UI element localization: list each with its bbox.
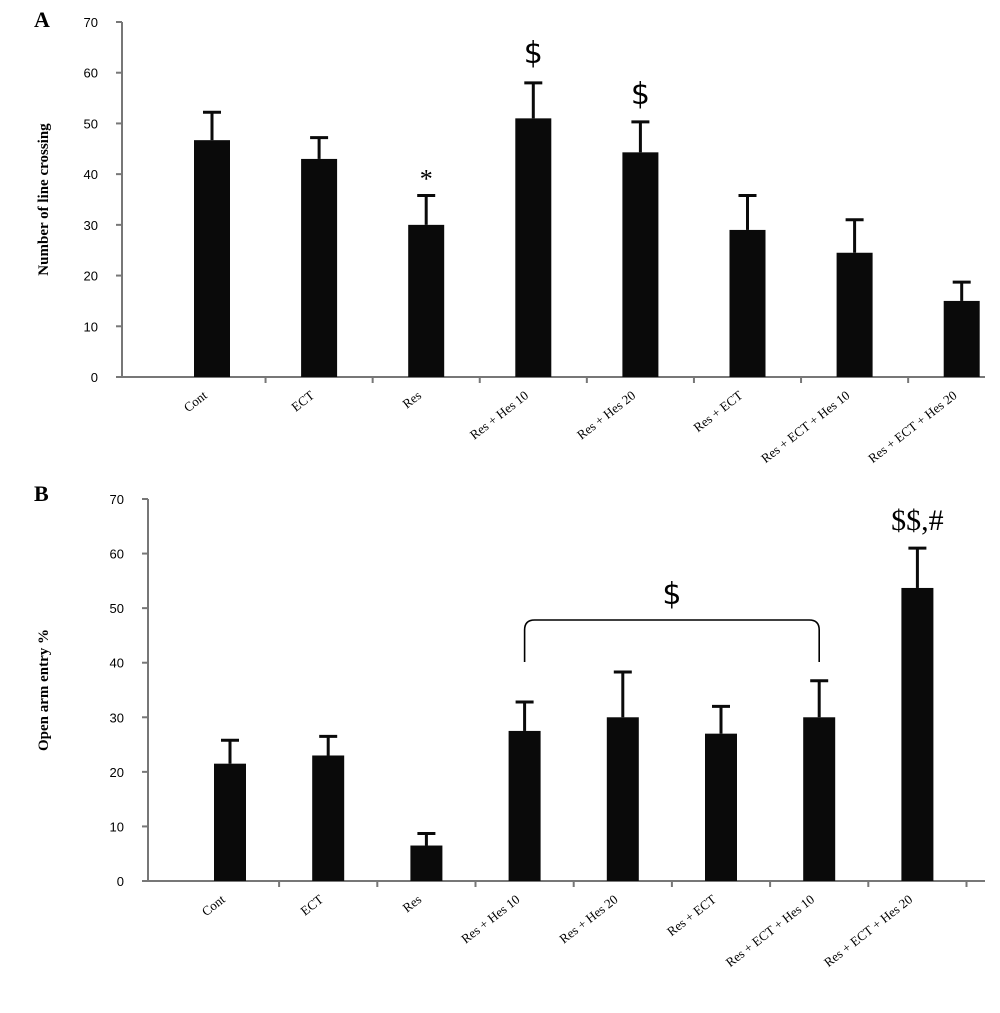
panel-a-y-tick-label: 50 (84, 116, 98, 131)
panel-a-x-tick-label-res-hes-20: Res + Hes 20 (574, 388, 638, 443)
panel-a-significance-res-hes-10: $ (524, 36, 543, 71)
panel-a-x-tick-label-res: Res (399, 388, 424, 412)
panel-b-y-tick-label: 60 (110, 547, 124, 562)
panel-a-bar-res-ect-hes-10 (836, 252, 873, 377)
panel-a-chart: 0 10 20 30 40 50 60 70 Number of line crossing Co… (36, 15, 985, 466)
panel-b-y-axis-label: Open arm entry % (36, 629, 52, 751)
panel-b-bar-res (410, 845, 443, 881)
panel-b-x-tick-label-res-ect: Res + ECT (664, 892, 719, 939)
panel-b-significance-bracket (523, 619, 820, 662)
panel-a-bar-res (408, 224, 445, 377)
panel-a-bar-ect (301, 158, 338, 377)
panel-b-bar-res-ect-hes-20 (901, 587, 934, 881)
panel-b-y-tick-label: 20 (110, 765, 124, 780)
panel-b-x-tick-label-ect: ECT (297, 892, 326, 919)
panel-a-y-tick-label: 0 (91, 370, 98, 385)
panel-a-y-tick-label: 70 (84, 15, 98, 30)
panel-a-significance-res-hes-20: $ (631, 77, 650, 112)
panel-b-x-tick-label-res: Res (400, 892, 425, 916)
panel-b-x-tick-label-res-ect-hes-10: Res + ECT + Hes 10 (723, 892, 817, 970)
panel-b-chart: 0 10 20 30 40 50 60 70 Open arm entry % Cont ECT Re… (36, 492, 985, 970)
panel-b-bar-ect (312, 755, 345, 881)
panel-b-y-tick-label: 50 (110, 601, 124, 616)
panel-a-bar-res-hes-20 (622, 152, 659, 377)
panel-a-x-tick-label-cont: Cont (181, 387, 210, 415)
panel-b-bar-res-hes-10 (508, 730, 541, 881)
panel-a-x-tick-label-res-ect: Res + ECT (690, 388, 745, 435)
panel-a-y-tick-label: 10 (84, 319, 98, 334)
panel-b-y-tick-label: 40 (110, 656, 124, 671)
panel-a-x-tick-label-res-ect-hes-10: Res + ECT + Hes 10 (758, 388, 852, 466)
panel-a-y-tick-label: 40 (84, 167, 98, 182)
panel-b-y-tick-label: 30 (110, 710, 124, 725)
panel-b-x-tick-label-res-ect-hes-20: Res + ECT + Hes 20 (821, 892, 915, 970)
panel-a-significance-res: * (420, 164, 433, 193)
panel-b-bar-res-ect (705, 733, 737, 881)
panel-b-bar-res-ect-hes-10 (803, 717, 836, 881)
panel-b-y-tick-label: 10 (110, 819, 124, 834)
panel-b-y-tick-label: 70 (110, 492, 124, 507)
panel-a-bar-res-hes-10 (515, 118, 552, 377)
panel-label-b: B (34, 481, 49, 506)
panel-a-y-tick-label: 20 (84, 269, 98, 284)
panel-label-a: A (34, 7, 50, 32)
panel-a-x-tick-label-res-ect-hes-20: Res + ECT + Hes 20 (865, 388, 959, 466)
panel-a-y-tick-label: 60 (84, 66, 98, 81)
panel-b-x-tick-label-cont: Cont (199, 891, 228, 919)
panel-b-significance-res-ect-hes-20: $$,# (891, 504, 944, 537)
panel-b-y-tick-label: 0 (117, 874, 124, 889)
panel-a-bar-cont (194, 140, 230, 377)
panel-b-x-tick-label-res-hes-10: Res + Hes 10 (458, 892, 522, 947)
panel-a-y-axis-label: Number of line crossing (36, 123, 52, 276)
panel-b-x-tick-label-res-hes-20: Res + Hes 20 (556, 892, 620, 947)
panel-b-bar-res-hes-20 (606, 717, 639, 881)
panel-a-y-tick-label: 30 (84, 218, 98, 233)
panel-a-bar-res-ect-hes-20 (943, 300, 980, 377)
panel-b-bar-cont (214, 763, 246, 881)
panel-a-bar-res-ect (729, 229, 766, 377)
panel-a-x-tick-label-res-hes-10: Res + Hes 10 (467, 388, 531, 443)
panel-b-bracket-label: $ (662, 577, 681, 612)
panel-a-x-tick-label-ect: ECT (288, 388, 317, 415)
